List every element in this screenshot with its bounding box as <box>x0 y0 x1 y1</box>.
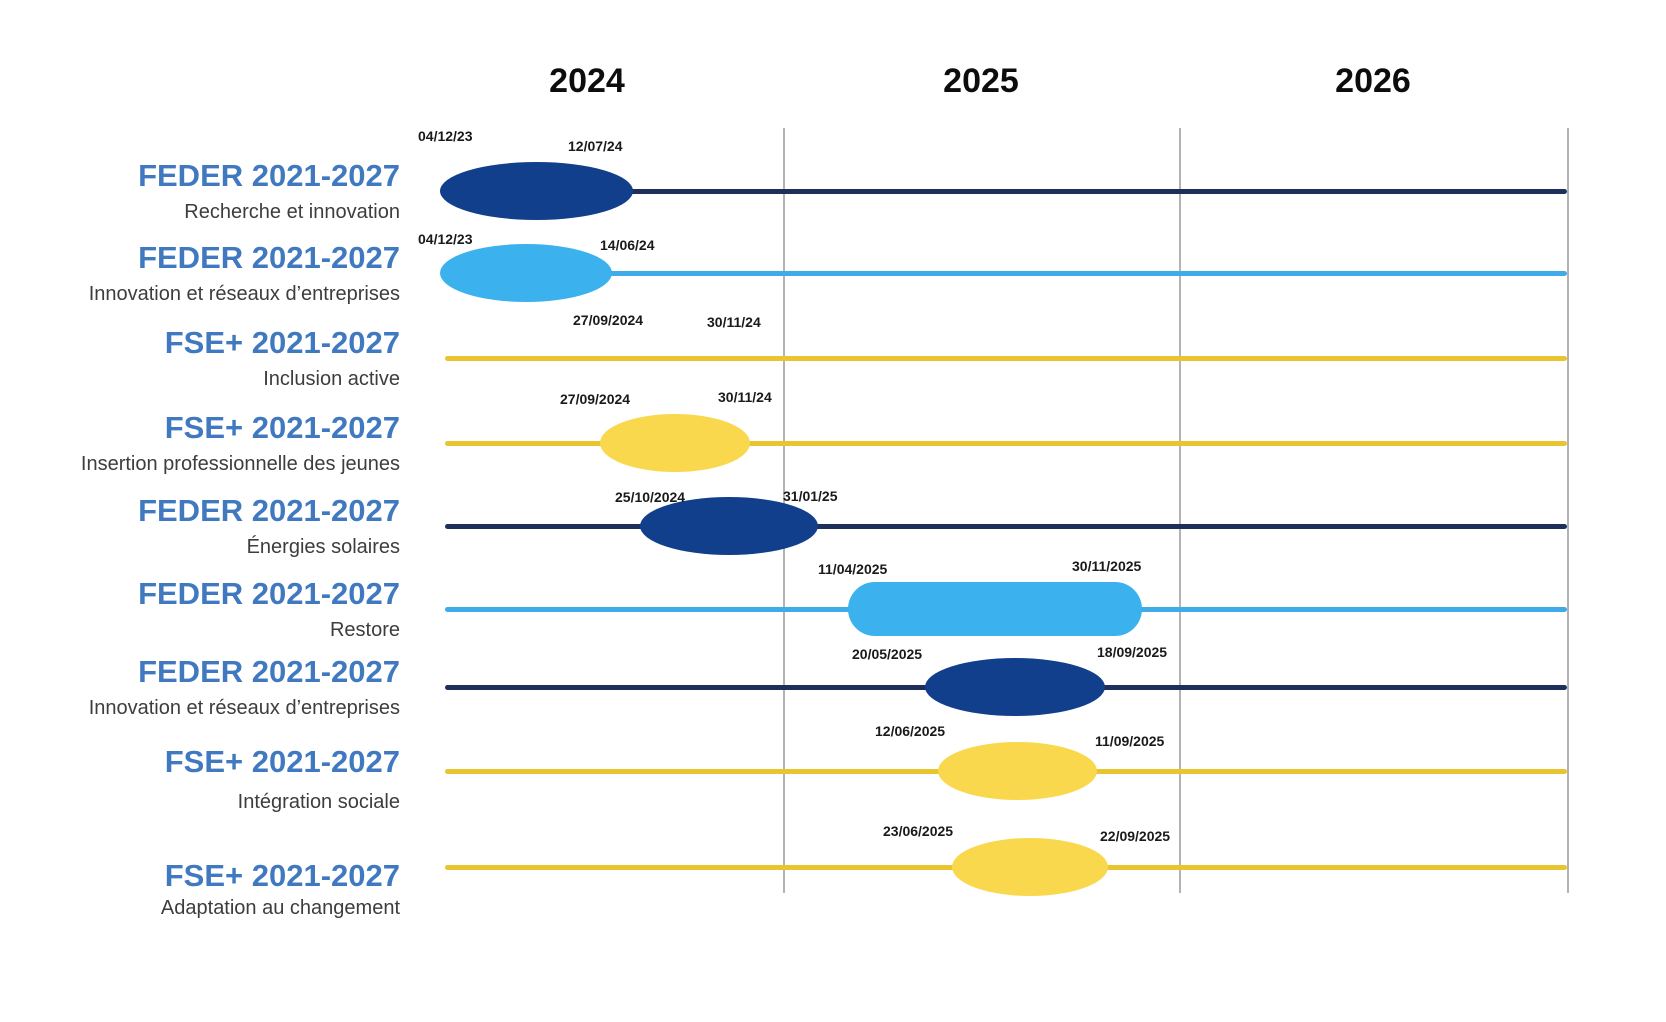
row-program-label: FSE+ 2021-2027 <box>164 858 400 893</box>
row-theme-label: Insertion professionnelle des jeunes <box>80 453 400 475</box>
year-label: 2025 <box>943 62 1019 100</box>
row-theme-label: Restore <box>329 619 400 641</box>
timeline-bubble <box>440 162 633 220</box>
row-theme-label: Innovation et réseaux d’entreprises <box>88 697 400 719</box>
start-date-label: 11/04/2025 <box>818 561 888 577</box>
row-program-label: FEDER 2021-2027 <box>138 493 400 528</box>
row-program-label: FEDER 2021-2027 <box>138 158 400 193</box>
end-date-label: 30/11/24 <box>707 314 761 330</box>
timeline-bubble <box>938 742 1097 800</box>
end-date-label: 30/11/2025 <box>1072 558 1142 574</box>
start-date-label: 04/12/23 <box>418 231 473 247</box>
end-date-label: 30/11/24 <box>718 389 772 405</box>
end-date-label: 31/01/25 <box>783 488 838 504</box>
start-date-label: 20/05/2025 <box>852 646 923 662</box>
timeline-bubble <box>600 414 750 472</box>
row-theme-label: Énergies solaires <box>246 536 400 558</box>
row-program-label: FSE+ 2021-2027 <box>164 325 400 360</box>
timeline-line <box>445 189 1567 194</box>
end-date-label: 22/09/2025 <box>1100 828 1171 844</box>
row-theme-label: Intégration sociale <box>237 791 400 813</box>
row-theme-label: Inclusion active <box>263 368 400 390</box>
year-gridline <box>1179 128 1181 893</box>
row-theme-label: Recherche et innovation <box>184 201 400 223</box>
timeline-bubble <box>925 658 1105 716</box>
row-program-label: FEDER 2021-2027 <box>138 240 400 275</box>
timeline-bubble <box>952 838 1108 896</box>
timeline-line <box>445 524 1567 529</box>
timeline-bubble <box>440 244 612 302</box>
timeline-bubble <box>848 582 1142 636</box>
timeline-bubble <box>640 497 818 555</box>
timeline-line <box>445 271 1567 276</box>
year-label: 2024 <box>549 62 625 100</box>
row-program-label: FSE+ 2021-2027 <box>164 744 400 779</box>
end-date-label: 14/06/24 <box>600 237 655 253</box>
row-program-label: FSE+ 2021-2027 <box>164 410 400 445</box>
year-label: 2026 <box>1335 62 1411 100</box>
start-date-label: 12/06/2025 <box>875 723 946 739</box>
row-program-label: FEDER 2021-2027 <box>138 654 400 689</box>
row-program-label: FEDER 2021-2027 <box>138 576 400 611</box>
start-date-label: 27/09/2024 <box>573 312 644 328</box>
end-date-label: 18/09/2025 <box>1097 644 1168 660</box>
start-date-label: 27/09/2024 <box>560 391 631 407</box>
end-date-label: 12/07/24 <box>568 138 623 154</box>
end-date-label: 11/09/2025 <box>1095 733 1165 749</box>
start-date-label: 04/12/23 <box>418 128 473 144</box>
timeline-line <box>445 441 1567 446</box>
row-theme-label: Adaptation au changement <box>160 897 400 919</box>
timeline-line <box>445 356 1567 361</box>
row-theme-label: Innovation et réseaux d’entreprises <box>88 283 400 305</box>
start-date-label: 23/06/2025 <box>883 823 954 839</box>
start-date-label: 25/10/2024 <box>615 489 686 505</box>
year-gridline <box>1567 128 1569 893</box>
